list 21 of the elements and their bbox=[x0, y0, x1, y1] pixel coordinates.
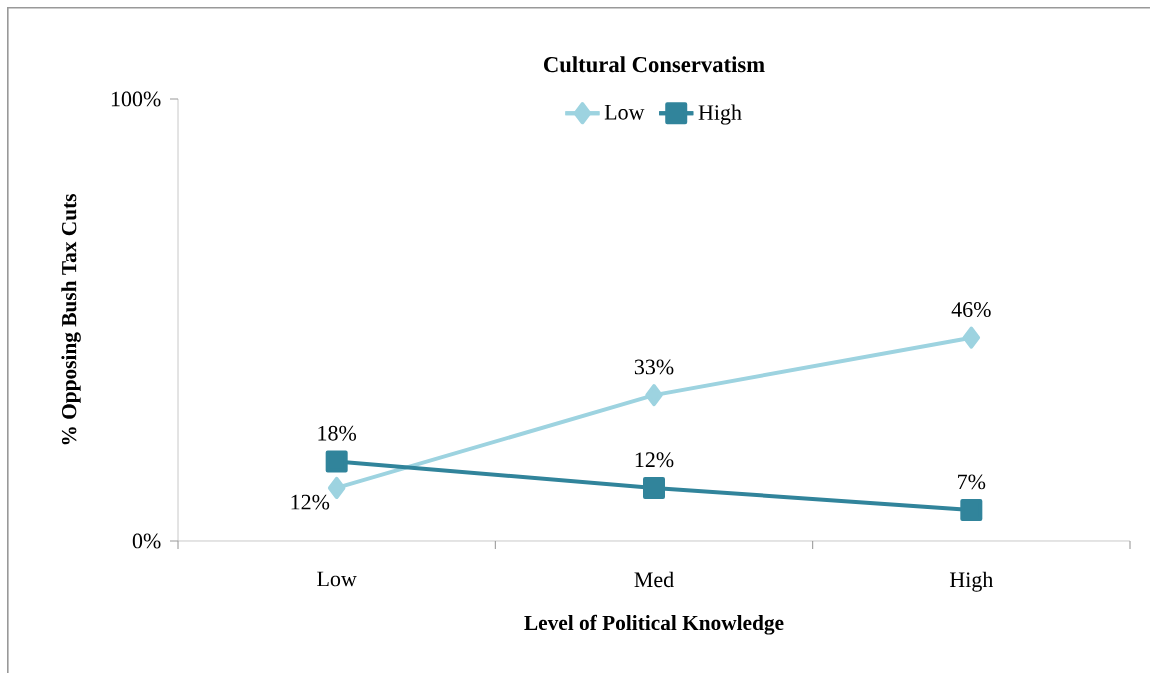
data-label: 7% bbox=[958, 474, 986, 490]
data-label: 12% bbox=[291, 494, 330, 510]
point bbox=[962, 326, 981, 349]
x-tick-label: Med bbox=[634, 571, 674, 588]
point bbox=[325, 450, 348, 473]
y-tick-label: 100% bbox=[111, 91, 161, 107]
chart-title: Cultural Conservatism bbox=[543, 56, 765, 73]
data-label: 12% bbox=[635, 452, 674, 468]
x-tick-label: High bbox=[949, 571, 994, 592]
point bbox=[643, 476, 665, 499]
point bbox=[645, 384, 663, 407]
data-label: 33% bbox=[634, 359, 674, 375]
y-axis-title: % Opposing Bush Tax Cuts bbox=[61, 194, 81, 445]
x-tick-label: Low bbox=[317, 571, 357, 587]
y-tick-label: 0% bbox=[132, 533, 161, 549]
data-label: 18% bbox=[318, 425, 357, 441]
legend-label: Low bbox=[604, 105, 645, 120]
point bbox=[960, 499, 983, 522]
data-label: 46% bbox=[951, 302, 991, 317]
x-axis-title: Level of Political Knowledge bbox=[524, 614, 784, 635]
legend-label: High bbox=[698, 104, 742, 125]
